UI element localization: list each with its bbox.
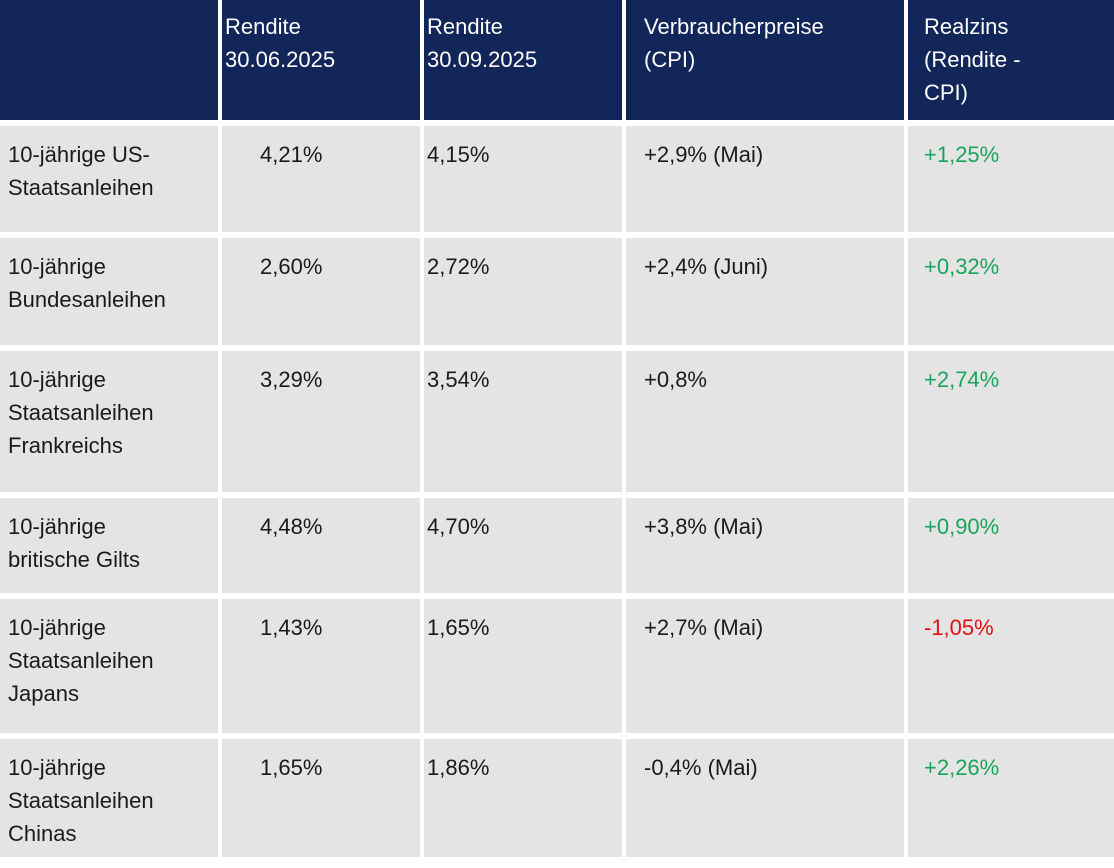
cell-realzins: +0,90% <box>908 498 1114 593</box>
cell-rendite-jun: 2,60% <box>222 238 420 345</box>
row-label-gilts: 10-jährige britische Gilts <box>0 498 218 593</box>
row-label-japan: 10-jährige Staatsanleihen Japans <box>0 599 218 733</box>
cell-cpi: +2,9% (Mai) <box>626 126 904 232</box>
cell-realzins: +2,74% <box>908 351 1114 492</box>
cell-cpi: +2,4% (Juni) <box>626 238 904 345</box>
header-realzins: Realzins (Rendite - CPI) <box>908 0 1114 120</box>
cell-rendite-jun: 4,48% <box>222 498 420 593</box>
cell-rendite-sep: 4,15% <box>424 126 622 232</box>
cell-realzins: +0,32% <box>908 238 1114 345</box>
cell-realzins: +1,25% <box>908 126 1114 232</box>
cell-rendite-sep: 2,72% <box>424 238 622 345</box>
header-rendite-jun: Rendite 30.06.2025 <box>222 0 420 120</box>
row-label-us: 10-jährige US- Staatsanleihen <box>0 126 218 232</box>
cell-cpi: -0,4% (Mai) <box>626 739 904 857</box>
cell-realzins: +2,26% <box>908 739 1114 857</box>
header-verbraucherpreise: Verbraucherpreise (CPI) <box>626 0 904 120</box>
row-label-bund: 10-jährige Bundesanleihen <box>0 238 218 345</box>
cell-rendite-sep: 1,86% <box>424 739 622 857</box>
cell-rendite-jun: 1,65% <box>222 739 420 857</box>
cell-rendite-jun: 1,43% <box>222 599 420 733</box>
row-label-frankreich: 10-jährige Staatsanleihen Frankreichs <box>0 351 218 492</box>
header-corner-cell <box>0 0 218 120</box>
cell-realzins: -1,05% <box>908 599 1114 733</box>
cell-rendite-jun: 3,29% <box>222 351 420 492</box>
header-rendite-sep: Rendite 30.09.2025 <box>424 0 622 120</box>
cell-rendite-sep: 4,70% <box>424 498 622 593</box>
cell-cpi: +0,8% <box>626 351 904 492</box>
cell-rendite-jun: 4,21% <box>222 126 420 232</box>
cell-rendite-sep: 3,54% <box>424 351 622 492</box>
row-label-china: 10-jährige Staatsanleihen Chinas <box>0 739 218 857</box>
cell-cpi: +3,8% (Mai) <box>626 498 904 593</box>
cell-cpi: +2,7% (Mai) <box>626 599 904 733</box>
cell-rendite-sep: 1,65% <box>424 599 622 733</box>
